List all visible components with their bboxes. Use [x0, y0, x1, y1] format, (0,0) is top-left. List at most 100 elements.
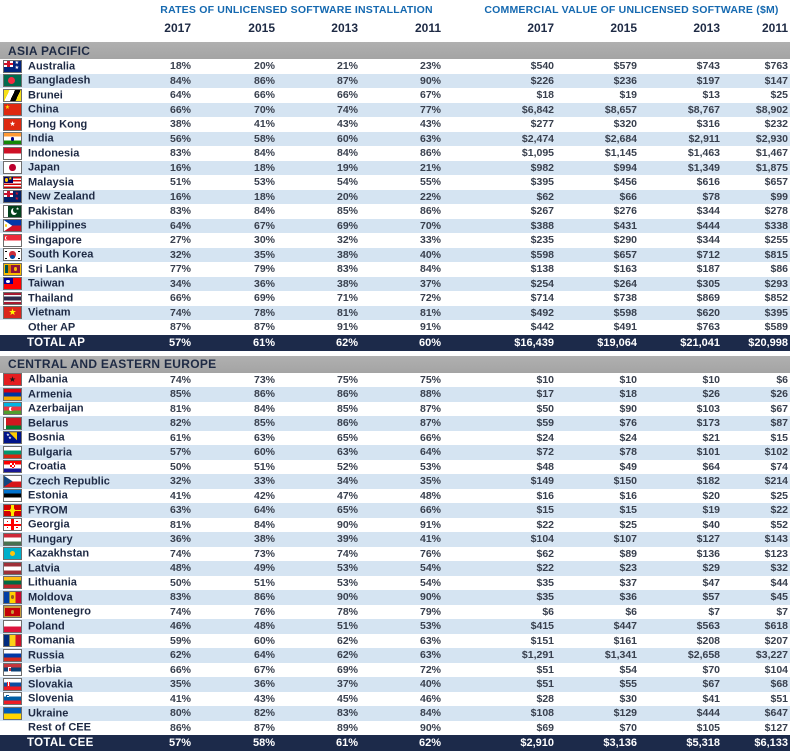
table-row: Slovenia 41% 43% 45% 46% $28 $30 $41 $51: [0, 692, 790, 707]
value-cell-2015: $36: [556, 590, 640, 605]
rate-cell-2013: 85%: [336, 205, 358, 218]
flag-serbia: [3, 663, 22, 677]
rate-cell-2013: 78%: [336, 605, 358, 618]
rate-cell-2015: 43%: [253, 692, 275, 705]
flag-vietnam: ★: [3, 306, 22, 320]
rate-cell-2011: 37%: [360, 276, 444, 291]
rate-cell-2013: 39%: [277, 532, 360, 547]
rate-cell-2013: 63%: [277, 445, 360, 460]
section-gap: [0, 350, 790, 356]
value-cell-2011: $1,467: [755, 147, 789, 160]
country-name: Belarus: [28, 417, 69, 430]
value-cell-2015: $598: [556, 305, 640, 320]
table-row: ★ Hong Kong 38% 41% 43% 43% $277 $320 $316 $232: [0, 117, 790, 132]
country-cell: Moldova: [0, 590, 110, 605]
value-cell-2017: $442: [530, 321, 555, 334]
flag-taiwan: [3, 277, 22, 291]
rate-cell-2013: 85%: [336, 402, 358, 415]
table-row: Latvia 48% 49% 53% 54% $22 $23 $29 $32: [0, 561, 790, 576]
table-row: Bulgaria 57% 60% 63% 64% $72 $78 $101 $102: [0, 445, 790, 460]
rate-cell-2013: 81%: [277, 305, 360, 320]
rate-cell-2011: 40%: [360, 247, 444, 262]
value-cell-2017: $22: [473, 561, 557, 576]
table-row: ★ Vietnam 74% 78% 81% 81% $492 $598 $620 $395: [0, 305, 790, 320]
rate-cell-2015: 67%: [193, 218, 277, 233]
table-row: Estonia 41% 42% 47% 48% $16 $16 $20 $25: [0, 489, 790, 504]
value-cell-2013: $712: [639, 247, 723, 262]
column-spacer: [443, 706, 474, 721]
column-spacer: [443, 677, 474, 692]
value-cell-2017: $1,291: [473, 648, 557, 663]
value-cell-2011: $74: [770, 460, 789, 473]
value-cell-2015: $66: [556, 189, 640, 204]
column-spacer: [443, 88, 473, 103]
country-cell: Philippines: [0, 218, 110, 233]
value-cell-2015: $19: [619, 89, 638, 102]
column-spacer: [443, 305, 474, 320]
table-row: Slovakia 35% 36% 37% 40% $51 $55 $67 $68: [0, 677, 790, 692]
rate-cell-2013: 89%: [336, 721, 358, 734]
rate-cell-2013: 60%: [277, 131, 360, 146]
rate-cell-2013: 86%: [277, 416, 360, 431]
total-rate-2017: 57%: [110, 334, 193, 351]
flag-malaysia: ★: [3, 175, 22, 189]
flag-pakistan: ★: [3, 204, 22, 218]
value-cell-2013: $1,349: [639, 160, 723, 175]
country-name: South Korea: [28, 248, 94, 261]
value-cell-2013: $1,463: [687, 147, 721, 160]
flag-hungary: [3, 532, 22, 546]
rate-cell-2017: 35%: [110, 677, 193, 692]
value-cell-2013: $182: [639, 474, 723, 489]
value-cell-2017: $226: [473, 73, 557, 88]
value-cell-2017: $492: [473, 305, 557, 320]
value-cell-2011: $147: [722, 73, 790, 88]
value-cell-2017: $277: [530, 118, 555, 131]
country-cell: ★ Albania: [0, 373, 110, 388]
rate-cell-2013: 47%: [336, 489, 358, 502]
value-cell-2017: $108: [473, 706, 557, 721]
rate-cell-2013: 37%: [277, 677, 360, 692]
rate-cell-2013: 86%: [277, 387, 360, 402]
value-cell-2017: $598: [473, 247, 557, 262]
rate-cell-2013: 53%: [336, 576, 358, 589]
rate-cell-2015: 60%: [253, 634, 275, 647]
value-cell-2013: $2,658: [639, 648, 723, 663]
flag-new-zealand: ★ ★: [3, 190, 22, 204]
column-spacer: [443, 532, 474, 547]
rate-cell-2015: 85%: [193, 416, 277, 431]
total-value-2013: $21,041: [639, 334, 723, 351]
country-cell: Hungary: [0, 532, 110, 547]
table-row: Ukraine 80% 82% 83% 84% $108 $129 $444 $647: [0, 706, 790, 721]
rate-cell-2013: 69%: [277, 218, 360, 233]
rate-cell-2015: 73%: [253, 373, 275, 386]
country-name: Albania: [28, 373, 68, 386]
rate-cell-2011: 86%: [420, 147, 442, 160]
rate-cell-2013: 32%: [336, 234, 358, 247]
rate-cell-2013: 43%: [336, 118, 358, 131]
country-name: Malaysia: [28, 176, 74, 189]
table-row: Czech Republic 32% 33% 34% 35% $149 $150 $182 $2…: [0, 474, 790, 489]
country-name: Georgia: [28, 518, 70, 531]
value-group-title: COMMERCIAL VALUE OF UNLICENSED SOFTWARE …: [484, 3, 779, 16]
value-cell-2013: $103: [696, 402, 721, 415]
rate-cell-2015: 86%: [193, 73, 277, 88]
rate-cell-2011: 90%: [420, 721, 442, 734]
rate-cell-2013: 34%: [277, 474, 360, 489]
value-cell-2013: $57: [639, 590, 723, 605]
value-cell-2015: $491: [613, 321, 638, 334]
value-cell-2017: $59: [473, 416, 557, 431]
country-name: Taiwan: [28, 277, 65, 290]
rate-cell-2017: 80%: [110, 706, 193, 721]
value-cell-2015: $6: [625, 605, 638, 618]
country-name: Japan: [28, 161, 60, 174]
table-row: Sri Lanka 77% 79% 83% 84% $138 $163 $187 $86: [0, 262, 790, 277]
value-cell-2017: $17: [473, 387, 557, 402]
table-row: Japan 16% 18% 19% 21% $982 $994 $1,349 $1,875: [0, 160, 790, 175]
value-cell-2011: $278: [764, 205, 789, 218]
rate-cell-2011: 40%: [360, 677, 444, 692]
country-name: Philippines: [28, 219, 87, 232]
table-row: Poland 46% 48% 51% 53% $415 $447 $563 $618: [0, 619, 790, 634]
value-cell-2015: $456: [613, 176, 638, 189]
value-year-2013: 2013: [693, 20, 721, 35]
flag-russia: [3, 648, 22, 662]
